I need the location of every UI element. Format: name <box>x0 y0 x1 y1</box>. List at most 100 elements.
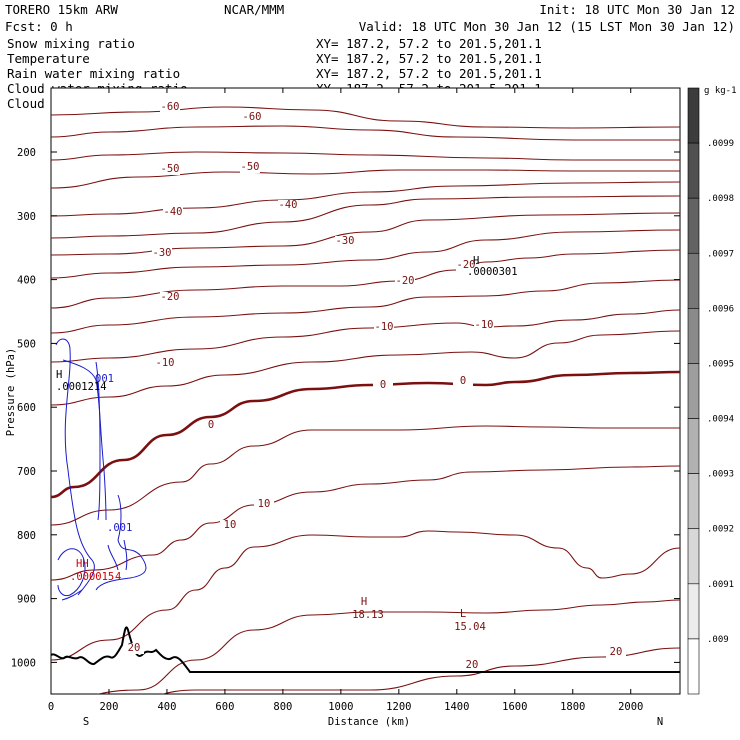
colorbar-bin <box>687 638 700 695</box>
extremum-value: .000015 <box>70 571 114 583</box>
contour-label: -10 <box>375 321 394 333</box>
contour-label: 20 <box>128 642 141 654</box>
contour-label-bg <box>254 499 274 510</box>
contour-label-bg <box>462 660 482 671</box>
y-tick-label: 200 <box>17 147 36 159</box>
colorbar-bin <box>687 308 700 364</box>
field-name: Rain water mixing ratio <box>7 66 180 81</box>
contour-label: -20 <box>161 291 180 303</box>
y-tick-label: 1000 <box>11 657 36 669</box>
contour-label-bg <box>278 200 298 211</box>
colorbar-bin <box>687 197 700 254</box>
extremum-value: .0000301 <box>467 266 518 278</box>
field-name: Temperature <box>7 51 90 66</box>
contour-label-bg <box>201 420 221 431</box>
x-tick-label: 1000 <box>328 701 353 713</box>
extremum-value: 4 <box>115 571 121 583</box>
y-tick-label: 700 <box>17 466 36 478</box>
contour-label-bg <box>373 380 393 391</box>
contour-label: 0 <box>208 419 214 431</box>
colorbar-tick-label: .0096 <box>707 304 734 314</box>
colorbar-tick-label: .0094 <box>707 415 734 425</box>
terrain-surface <box>51 626 680 673</box>
temperature-contours <box>51 106 680 694</box>
plot-frame <box>50 87 681 695</box>
y-tick-label: 300 <box>17 211 36 223</box>
cloud-water-contour <box>123 539 128 571</box>
contour-label-bg <box>395 276 415 287</box>
y-axis-title: Pressure (hPa) <box>5 348 17 437</box>
extremum-value: 18.13 <box>352 609 384 621</box>
contour-label: 10 <box>224 519 237 531</box>
contour-label: -40 <box>279 199 298 211</box>
x-tick-label: 2000 <box>618 701 643 713</box>
colorbar-tick-label: .0095 <box>707 359 734 369</box>
temperature-contour <box>51 425 680 526</box>
contour-label-bg <box>335 236 355 247</box>
cloud-water-contour <box>57 548 86 597</box>
contour-label: -60 <box>161 101 180 113</box>
colorbar-tick-label: .0091 <box>707 580 734 590</box>
colorbar-tick-label: .0099 <box>707 139 734 149</box>
colorbar-bin <box>687 252 700 309</box>
extremum-symbol: L <box>460 608 466 620</box>
cloud-water-contour <box>95 494 147 591</box>
cloud-water-contour <box>55 338 95 596</box>
x-tick-label: 600 <box>215 701 234 713</box>
x-tick-label: 1600 <box>502 701 527 713</box>
colorbar-tick-label: .0093 <box>707 470 734 480</box>
y-tick-label: 800 <box>17 530 36 542</box>
contour-label-bg <box>160 102 180 113</box>
x-axis: 0 200 400 600 800 1000 1200 1400 1600 1800 2000 <box>48 88 643 713</box>
temperature-contour <box>51 212 680 256</box>
valid-time: Valid: 18 UTC Mon 30 Jan 12 (15 LST Mon … <box>359 19 735 34</box>
colorbar-bin <box>687 473 700 530</box>
colorbar-bin <box>687 142 700 199</box>
x-tick-label: 1800 <box>560 701 585 713</box>
contour-label-bg <box>474 320 494 331</box>
contour-label: -20 <box>457 259 476 271</box>
temperature-contour <box>51 181 680 217</box>
extremum-value: 15.04 <box>454 621 486 633</box>
colorbar: .0099 .0098 .0097 .0096 .0095 .0094 .0093 .0092… <box>687 87 734 695</box>
field-name: Snow mixing ratio <box>7 36 135 51</box>
contour-label-bg <box>152 248 172 259</box>
temperature-contour <box>51 106 680 129</box>
contour-label: 0 <box>380 379 386 391</box>
contour-label: 20 <box>466 659 479 671</box>
temperature-contour <box>51 279 680 334</box>
init-time: Init: 18 UTC Mon 30 Jan 12 <box>539 2 735 17</box>
temperature-contour <box>51 465 680 581</box>
forecast-hour: Fcst: 0 h <box>5 19 73 34</box>
contour-label-bg <box>160 292 180 303</box>
terrain-line <box>51 626 680 673</box>
colorbar-tick-label: .0097 <box>707 249 734 259</box>
contour-label-bg <box>240 162 260 173</box>
x-axis-title: Distance (km) <box>328 716 410 728</box>
x-tick-label: 1200 <box>386 701 411 713</box>
temperature-contour <box>51 151 680 161</box>
cloud-water-contour <box>61 589 83 601</box>
contour-label: -50 <box>241 161 260 173</box>
cloud-contour-label: 001 <box>95 373 114 385</box>
colorbar-unit: g kg-1 <box>704 86 737 96</box>
contour-label: -20 <box>396 275 415 287</box>
cloud-contour-label: .001 <box>107 522 132 534</box>
temperature-contour <box>51 125 680 141</box>
cloud-water-contour <box>107 544 119 571</box>
contour-label-bg <box>163 207 183 218</box>
contour-label: 0 <box>460 375 466 387</box>
contour-label-bg <box>155 358 175 369</box>
y-tick-label: 900 <box>17 594 36 606</box>
y-tick-label: 600 <box>17 402 36 414</box>
temperature-contour <box>51 195 680 239</box>
extremum-symbol: H <box>361 596 367 608</box>
colorbar-bin <box>687 528 700 585</box>
contour-label-bg <box>374 322 394 333</box>
colorbar-bin <box>687 363 700 419</box>
contour-label-bg <box>220 520 240 531</box>
contour-labels: -60 -60 -50 -50 -40 -40 -30 -30 -20 -20 -20 -10 -10 -… <box>95 101 626 671</box>
contour-label: -50 <box>161 163 180 175</box>
